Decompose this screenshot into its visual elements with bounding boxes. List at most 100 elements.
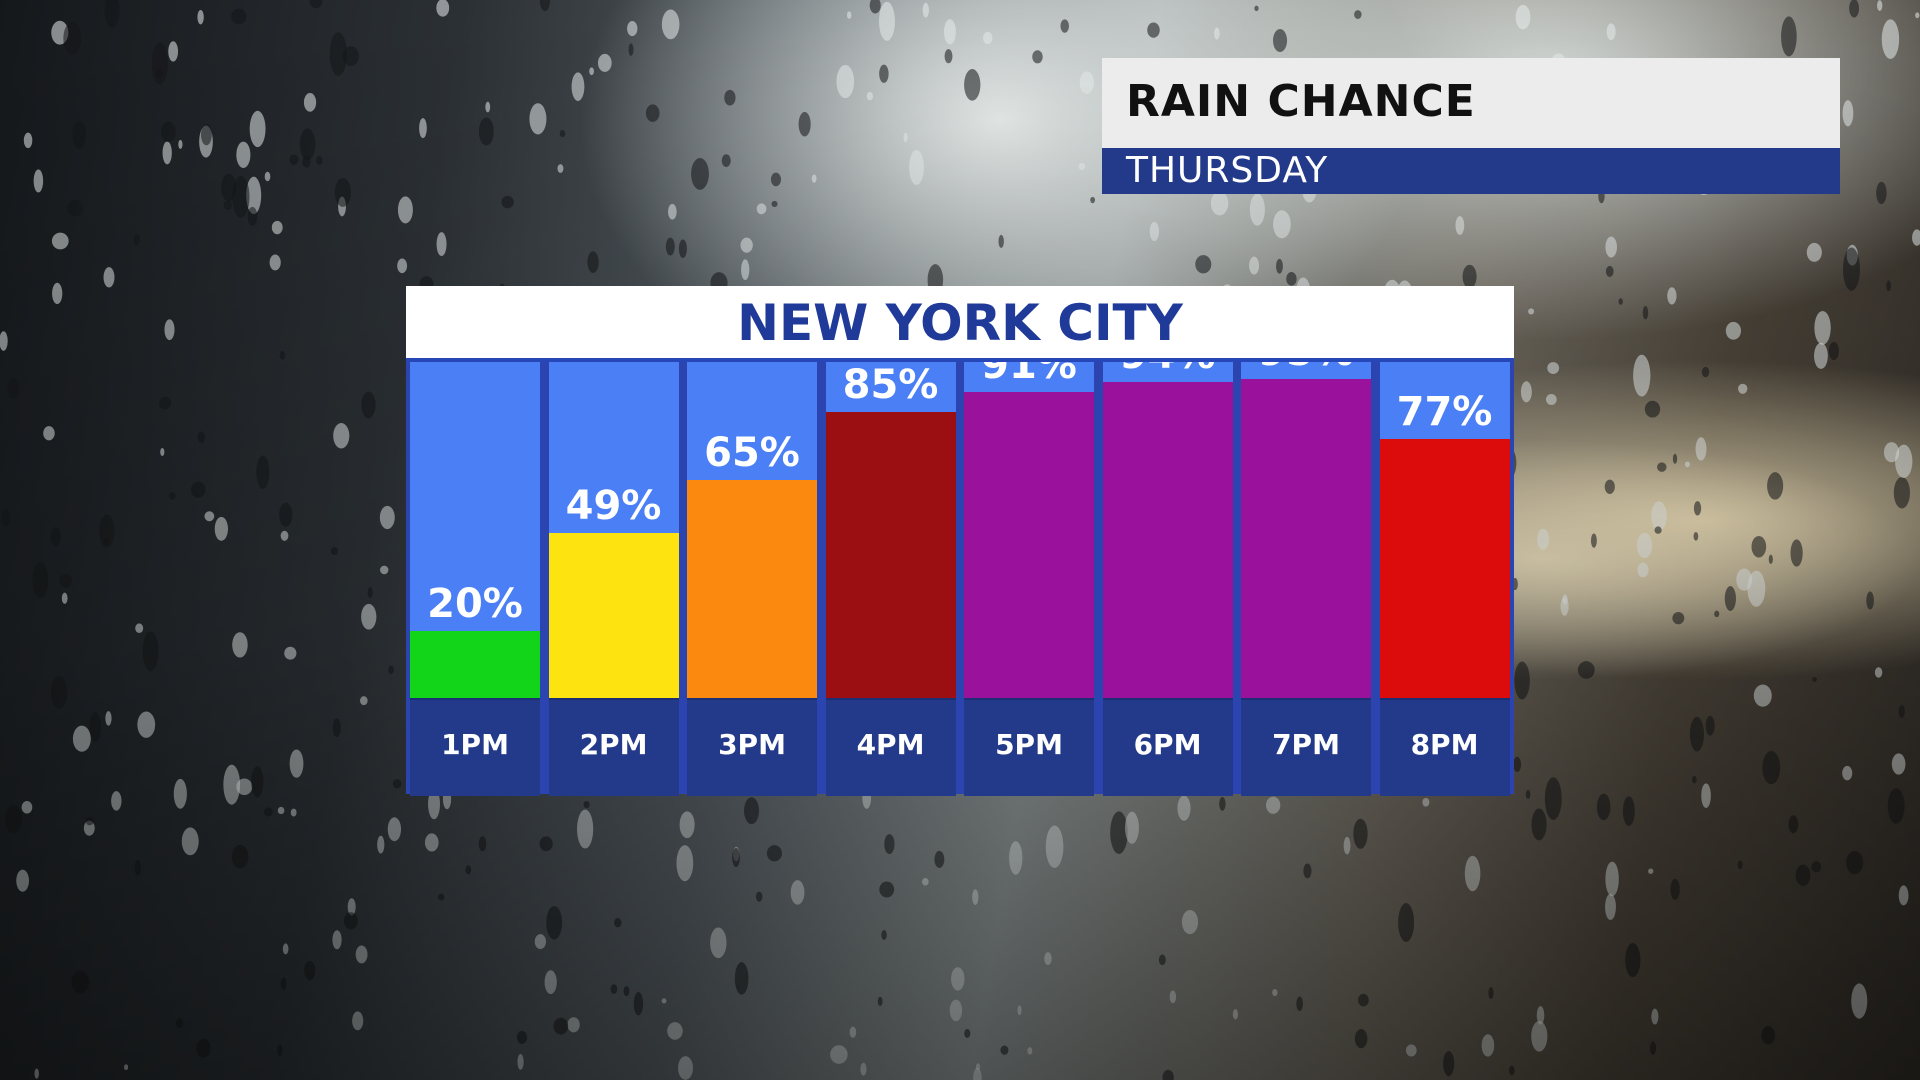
raindrop: [85, 817, 94, 826]
raindrop: [299, 128, 316, 161]
raindrop: [367, 586, 373, 598]
raindrop: [249, 110, 266, 148]
raindrop: [544, 970, 557, 995]
raindrop: [1893, 477, 1910, 509]
raindrop: [223, 764, 241, 805]
raindrop: [1768, 554, 1773, 565]
raindrop: [836, 64, 855, 99]
raindrop: [724, 89, 736, 106]
raindrop: [676, 845, 694, 882]
raindrop: [610, 984, 618, 994]
raindrop: [756, 203, 767, 215]
raindrop: [645, 104, 660, 122]
raindrop: [1513, 756, 1522, 773]
raindrop: [1753, 684, 1772, 707]
raindrop: [587, 251, 599, 273]
bar: [1102, 382, 1233, 698]
raindrop: [223, 200, 232, 210]
raindrop: [998, 234, 1004, 248]
raindrop: [103, 538, 109, 545]
raindrop: [1886, 280, 1892, 292]
raindrop: [721, 154, 731, 167]
raindrop: [63, 22, 82, 55]
raindrop: [1078, 162, 1086, 171]
raindrop: [251, 766, 264, 798]
raindrop: [1657, 462, 1667, 472]
raindrop: [72, 725, 91, 752]
raindrop: [1814, 310, 1831, 345]
raindrop: [1027, 1047, 1033, 1055]
raindrop: [436, 0, 450, 17]
raindrop: [1705, 715, 1715, 736]
raindrop: [553, 1017, 569, 1035]
raindrop: [1514, 661, 1530, 700]
raindrop: [1455, 216, 1465, 235]
raindrop: [1358, 993, 1369, 1007]
raindrop: [677, 1056, 694, 1080]
raindrop: [50, 676, 68, 710]
raindrop: [1736, 568, 1753, 591]
raindrop: [501, 195, 514, 209]
raindrop: [1866, 591, 1874, 610]
bar-column: 49% 2PM: [548, 362, 679, 796]
raindrop: [89, 712, 101, 742]
raindrop: [1637, 562, 1649, 578]
category-band: 5PM: [964, 698, 1094, 796]
raindrop: [71, 970, 90, 994]
raindrop: [934, 850, 945, 868]
raindrop: [1162, 1069, 1174, 1080]
raindrop: [909, 149, 924, 185]
raindrop: [614, 917, 622, 928]
raindrop: [1846, 850, 1864, 875]
raindrop: [1060, 19, 1069, 33]
bar-column: 65% 3PM: [687, 362, 817, 796]
bar-value-label: 95%: [1241, 362, 1371, 375]
raindrop: [173, 778, 187, 809]
raindrop: [755, 891, 763, 902]
raindrop: [921, 878, 929, 886]
raindrop: [338, 196, 346, 217]
raindrop: [232, 632, 248, 658]
raindrop: [282, 943, 289, 955]
raindrop: [1509, 1065, 1515, 1076]
raindrop: [567, 1017, 580, 1033]
raindrop: [884, 834, 895, 855]
raindrop: [1667, 287, 1677, 305]
raindrop: [4, 805, 23, 834]
raindrop: [361, 391, 376, 419]
raindrop: [744, 797, 759, 825]
raindrop: [1219, 796, 1226, 811]
raindrop: [661, 9, 680, 40]
bar-column: 95% 7PM: [1241, 362, 1371, 796]
raindrop: [1422, 797, 1430, 807]
raindrop: [1531, 808, 1547, 841]
raindrop: [232, 175, 250, 218]
raindrop: [1249, 256, 1260, 275]
raindrop: [1272, 988, 1278, 997]
raindrop: [103, 267, 115, 288]
raindrop: [465, 865, 472, 875]
raindrop: [1790, 539, 1803, 567]
raindrop: [214, 516, 228, 541]
raindrop: [302, 155, 311, 168]
raindrop: [1670, 878, 1680, 900]
raindrop: [256, 455, 270, 489]
bar-value-label: 85%: [842, 362, 939, 409]
raindrop: [1874, 667, 1883, 678]
raindrop: [1169, 990, 1177, 1004]
raindrop: [105, 711, 112, 726]
raindrop: [1898, 885, 1909, 906]
raindrop: [771, 200, 778, 207]
bar-column: 77% 8PM: [1379, 362, 1510, 796]
raindrop: [1622, 796, 1635, 826]
raindrop: [355, 945, 368, 964]
raindrop: [436, 232, 447, 257]
raindrop: [597, 53, 612, 72]
raindrop: [1045, 825, 1064, 868]
bar-value-label: 65%: [704, 429, 800, 476]
raindrop: [877, 996, 883, 1007]
raindrop: [1693, 532, 1699, 541]
raindrop: [1691, 775, 1697, 784]
raindrop: [1605, 861, 1619, 897]
bar-column: 91% 5PM: [964, 362, 1094, 796]
